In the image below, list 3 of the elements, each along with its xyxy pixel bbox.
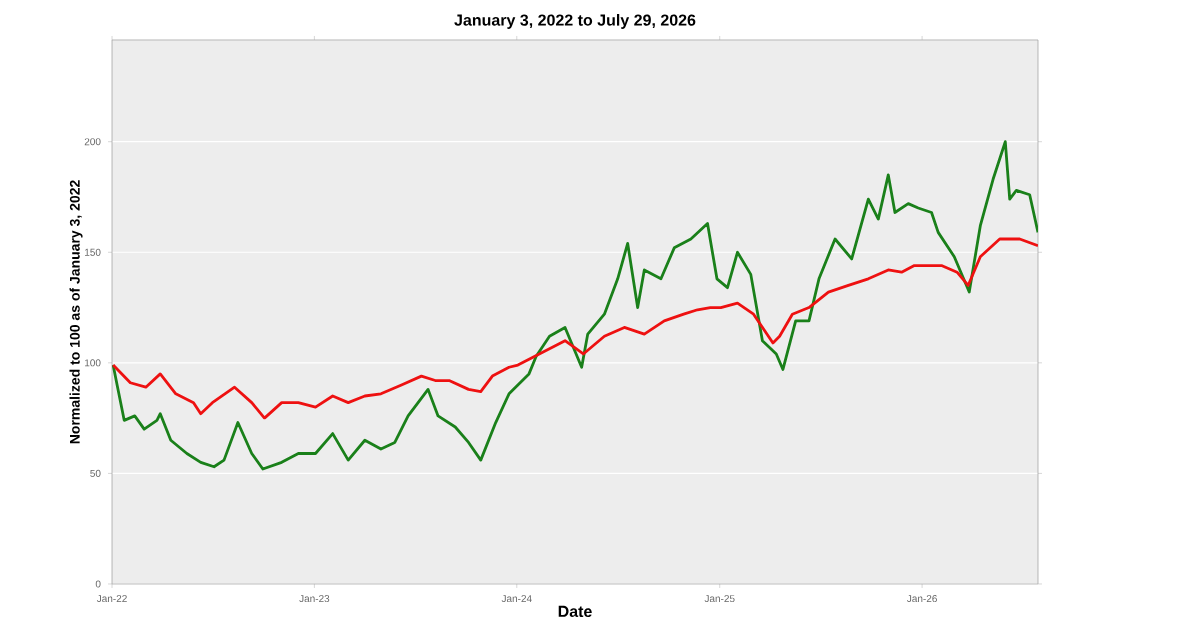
- chart-title: January 3, 2022 to July 29, 2026: [454, 13, 696, 29]
- x-axis-title: Date: [558, 605, 592, 618]
- line-series: [112, 140, 1038, 471]
